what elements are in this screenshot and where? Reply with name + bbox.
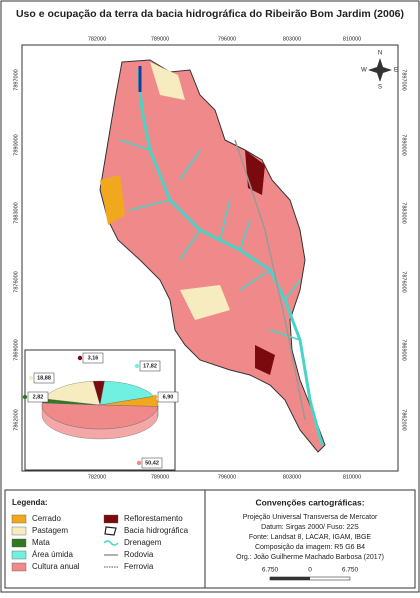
y-coord-right: 7883000 [401, 202, 407, 223]
compass-s: S [378, 85, 382, 91]
x-coord-bottom: 789000 [151, 474, 169, 480]
legend-label: Cultura anual [32, 562, 80, 571]
legend-label: Ferrovia [124, 562, 154, 571]
pie-label-dot [78, 356, 82, 360]
scale-label: 6.750 [262, 567, 279, 574]
convention-line: Composição da imagem: R5 G6 B4 [255, 544, 365, 551]
pie-label-dot [23, 395, 27, 399]
y-coord-right: 7862000 [401, 409, 407, 430]
convention-line: Fonte: Landsat 8, LACAR, IGAM, IBGE [249, 534, 371, 541]
legend-label: Rodovia [124, 550, 154, 559]
y-coord-left: 7869000 [13, 339, 19, 360]
legend-swatch [12, 563, 26, 571]
scale-label: 0 [308, 567, 312, 574]
y-coord-right: 7890000 [401, 134, 407, 155]
title: Uso e ocupação da terra da bacia hidrogr… [16, 8, 404, 20]
convention-line: Org.: João Guilherme Machado Barbosa (20… [236, 554, 384, 561]
compass-n: N [378, 51, 382, 57]
compass-e: E [394, 68, 398, 74]
conventions-title: Convenções cartográficas: [255, 497, 364, 507]
scale-label: 6.750 [342, 567, 359, 574]
legend-label: Pastagem [32, 526, 68, 535]
x-coord-bottom: 796000 [218, 474, 236, 480]
scale-bar-fill [270, 577, 310, 580]
legend-label: Cerrado [32, 514, 61, 523]
y-coord-right: 7876000 [401, 271, 407, 292]
y-coord-right: 7869000 [401, 339, 407, 360]
pie-value-label: 50,42 [145, 460, 159, 466]
y-coord-left: 7883000 [13, 202, 19, 223]
pie-value-label: 2,82 [33, 394, 44, 400]
pie-label-dot [153, 395, 157, 399]
x-coord-bottom: 803000 [283, 474, 301, 480]
legend-title: Legenda: [12, 498, 48, 507]
x-coord-top: 789000 [151, 36, 169, 42]
legend-label: Bacia hidrográfica [124, 526, 189, 535]
legend-swatch [12, 551, 26, 559]
pie-label-dot [137, 461, 141, 465]
x-coord-bottom: 782000 [88, 474, 106, 480]
legend-label: Drenagem [124, 538, 162, 547]
compass-w: W [361, 68, 367, 74]
pie-value-label: 3,16 [88, 355, 99, 361]
legend-swatch [12, 515, 26, 523]
convention-line: Datum: Sirgas 2000/ Fuso: 22S [261, 524, 359, 531]
legend-swatch [12, 527, 26, 535]
legend-swatch [104, 515, 118, 523]
pie-value-label: 6,90 [163, 394, 174, 400]
legend-swatch [12, 539, 26, 547]
legend-label: Mata [32, 538, 50, 547]
pie-label-dot [29, 376, 33, 380]
x-coord-top: 803000 [283, 36, 301, 42]
x-coord-bottom: 810000 [343, 474, 361, 480]
pie-value-label: 17,82 [143, 363, 157, 369]
pie-value-label: 18,88 [37, 375, 51, 381]
x-coord-top: 796000 [218, 36, 236, 42]
x-coord-top: 782000 [88, 36, 106, 42]
y-coord-left: 7897000 [13, 69, 19, 90]
pie-label-dot [135, 364, 139, 368]
y-coord-left: 7876000 [13, 271, 19, 292]
y-coord-left: 7862000 [13, 409, 19, 430]
y-coord-left: 7890000 [13, 134, 19, 155]
convention-line: Projeção Universal Transversa de Mercato… [243, 514, 378, 521]
y-coord-right: 7897000 [401, 69, 407, 90]
legend-label: Área úmida [32, 550, 73, 559]
x-coord-top: 810000 [343, 36, 361, 42]
legend-label: Reflorestamento [124, 514, 183, 523]
